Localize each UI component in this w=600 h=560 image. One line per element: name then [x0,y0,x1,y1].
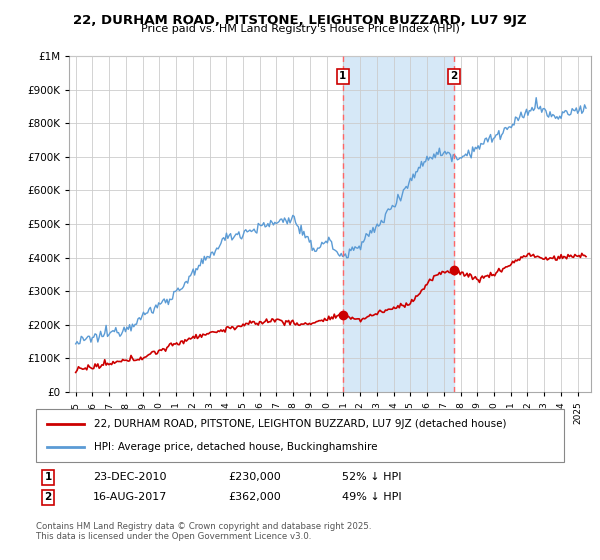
Text: 22, DURHAM ROAD, PITSTONE, LEIGHTON BUZZARD, LU7 9JZ: 22, DURHAM ROAD, PITSTONE, LEIGHTON BUZZ… [73,14,527,27]
Text: 52% ↓ HPI: 52% ↓ HPI [342,472,401,482]
Text: Price paid vs. HM Land Registry's House Price Index (HPI): Price paid vs. HM Land Registry's House … [140,24,460,34]
Bar [343,56,454,392]
Text: 49% ↓ HPI: 49% ↓ HPI [342,492,401,502]
Text: 22, DURHAM ROAD, PITSTONE, LEIGHTON BUZZARD, LU7 9JZ (detached house): 22, DURHAM ROAD, PITSTONE, LEIGHTON BUZZ… [94,419,506,429]
Text: 16-AUG-2017: 16-AUG-2017 [93,492,167,502]
Text: 2: 2 [451,71,458,81]
FancyBboxPatch shape [36,409,564,462]
Text: £362,000: £362,000 [228,492,281,502]
Text: HPI: Average price, detached house, Buckinghamshire: HPI: Average price, detached house, Buck… [94,442,377,452]
Text: 23-DEC-2010: 23-DEC-2010 [93,472,167,482]
Text: 1: 1 [339,71,347,81]
Text: 1: 1 [44,472,52,482]
Text: £230,000: £230,000 [228,472,281,482]
Text: Contains HM Land Registry data © Crown copyright and database right 2025.
This d: Contains HM Land Registry data © Crown c… [36,522,371,542]
Text: 2: 2 [44,492,52,502]
